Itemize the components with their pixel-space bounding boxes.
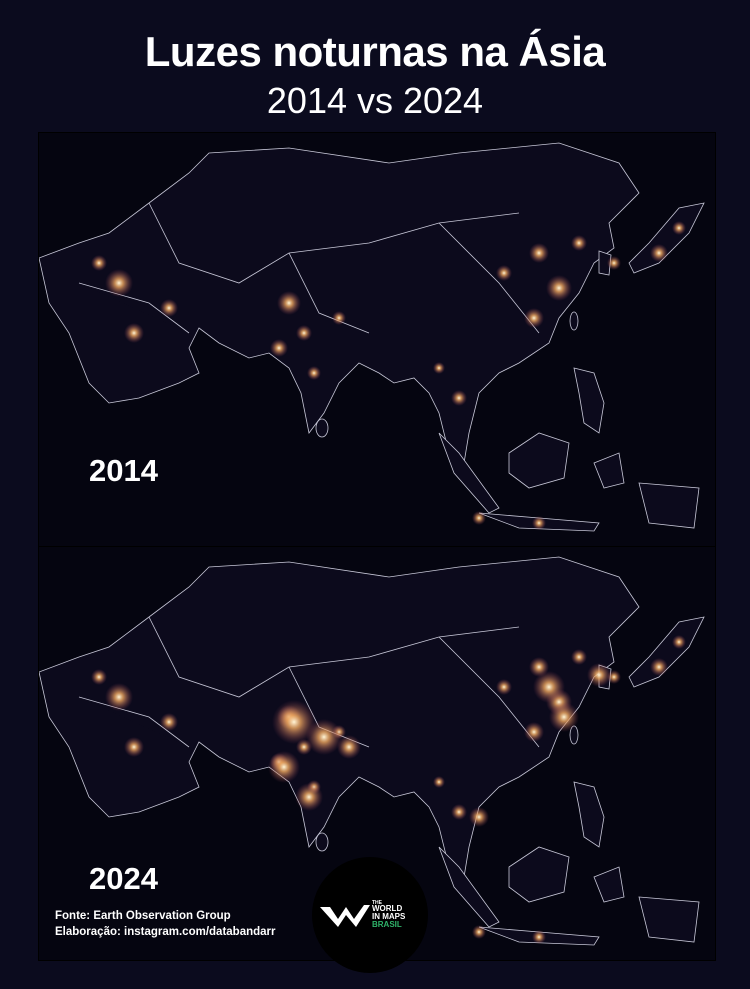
subtitle: 2014 vs 2024	[266, 80, 484, 121]
logo-text: WORLD	[372, 904, 403, 913]
logo-mark	[320, 905, 370, 927]
logo: THE WORLD IN MAPS BRASIL	[312, 857, 428, 973]
logo-text: THE	[372, 900, 382, 906]
credit: Elaboração: instagram.com/databandarr	[55, 926, 276, 938]
panel-label: 2014	[89, 453, 158, 488]
source: Fonte: Earth Observation Group	[55, 910, 231, 922]
map-panel: 2014	[38, 132, 716, 547]
panel-label: 2024	[89, 861, 158, 896]
logo-text: BRASIL	[372, 920, 402, 929]
title: Luzes noturnas na Ásia	[144, 28, 606, 75]
logo-text: IN MAPS	[372, 912, 406, 921]
